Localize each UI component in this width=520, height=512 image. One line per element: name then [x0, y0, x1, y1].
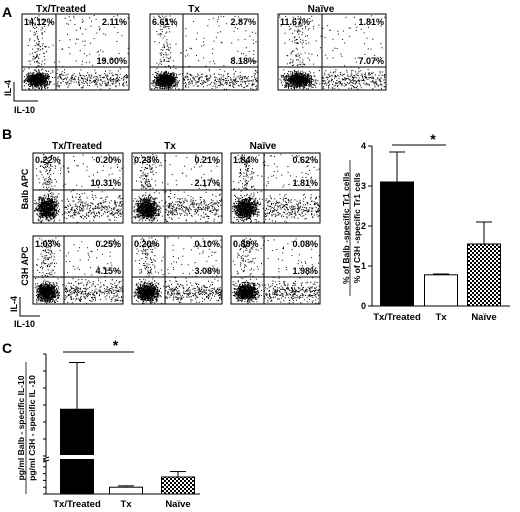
- plot-a1-lr: 19.00%: [96, 56, 127, 66]
- dot-cloud: [34, 237, 123, 304]
- dot-cloud: [133, 154, 222, 223]
- plot-b5-ur: 0.10%: [194, 239, 220, 249]
- chart-b-ytick-label: 2: [361, 221, 366, 231]
- chart-b-category-label: Tx/Treated: [373, 312, 421, 323]
- plot-b1-ul: 0.22%: [35, 155, 61, 165]
- panel-a-xlabel: IL-10: [14, 105, 35, 115]
- chart-b-ylabel-1: % of Balb -specific Tr1 cells: [341, 172, 351, 284]
- chart-c-ylabel-1: pg/ml Balb - specific IL-10: [16, 375, 26, 480]
- chart-b-ytick-label: 0: [361, 301, 366, 311]
- flow-plot-a3: 11.67% 1.81% 7.07%: [277, 13, 387, 91]
- plot-b3-ur: 0.62%: [292, 155, 318, 165]
- flow-plot-a2: 6.61% 2.87% 8.18%: [149, 13, 259, 91]
- plot-a2-title: Tx: [188, 4, 200, 15]
- bar-chart-c: pg/ml Balb - specific IL-10 pg/ml C3H - …: [16, 337, 200, 510]
- flow-plot-b6: 0.88% 0.08% 1.98%: [230, 235, 321, 305]
- bar-chart-b: % of Balb -specific Tr1 cells % of C3H -…: [341, 131, 510, 323]
- plot-b1-lr: 10.31%: [90, 178, 121, 188]
- flow-plot-b5: 0.20% 0.10% 3.08%: [131, 235, 223, 305]
- chart-c-bar-break-gap: [59, 455, 95, 459]
- plot-b-col3-title: Naïve: [250, 141, 277, 152]
- chart-b-ytick-label: 4: [361, 141, 366, 151]
- chart-b-significance-star: *: [430, 131, 436, 147]
- chart-b-bar: [467, 243, 501, 307]
- chart-b-ytick-label: 1: [361, 261, 366, 271]
- chart-b-ytick-label: 3: [361, 181, 366, 191]
- plot-b5-ul: 0.20%: [134, 239, 160, 249]
- dot-cloud: [232, 154, 320, 223]
- dot-cloud: [151, 15, 258, 90]
- panel-letter-a: A: [2, 4, 12, 20]
- plot-b6-ul: 0.88%: [233, 239, 259, 249]
- panel-b-xlabel: IL-10: [14, 319, 35, 329]
- chart-b-ylabel-2: % of C3H -specific Tr1 cells: [352, 172, 362, 283]
- plot-b2-lr: 2.17%: [194, 178, 220, 188]
- chart-c-significance-star: *: [113, 337, 119, 353]
- plot-a3-lr: 7.07%: [358, 56, 384, 66]
- row-label-c3h: C3H APC: [20, 246, 30, 286]
- chart-c-bar: [161, 476, 195, 495]
- row-label-balb: Balb APC: [20, 168, 30, 209]
- chart-b-bar: [424, 274, 458, 307]
- plot-a1-title: Tx/Treated: [36, 4, 86, 15]
- plot-a2-ul: 6.61%: [152, 17, 178, 27]
- chart-b-category-label: Tx: [435, 312, 447, 323]
- plot-b2-ur: 0.21%: [194, 155, 220, 165]
- chart-c-bar: [60, 408, 94, 495]
- plot-b3-lr: 1.81%: [292, 178, 318, 188]
- axis-indicator-b: [19, 297, 40, 317]
- plot-a2-lr: 8.18%: [230, 56, 256, 66]
- flow-plot-a1: 14.12% 2.11% 19.00%: [21, 13, 130, 91]
- chart-c-category-label: Tx/Treated: [53, 499, 101, 510]
- plot-b5-lr: 3.08%: [194, 266, 220, 276]
- plot-b6-lr: 1.98%: [292, 266, 318, 276]
- chart-c-category-label: Tx: [120, 499, 132, 510]
- dot-cloud: [23, 15, 129, 90]
- flow-plot-b3: 1.84% 0.62% 1.81%: [230, 152, 321, 224]
- chart-c-axis-break-mark: [42, 459, 50, 463]
- plot-b-col2-title: Tx: [164, 141, 176, 152]
- panel-letter-c: C: [2, 340, 12, 356]
- chart-b-category-label: Naïve: [471, 312, 496, 323]
- chart-c-ylabel-2: pg/ml C3H - specific IL -10: [27, 375, 37, 481]
- plot-b4-ul: 1.03%: [35, 239, 61, 249]
- dot-cloud: [232, 237, 320, 304]
- plot-b4-lr: 4.15%: [95, 266, 121, 276]
- panel-letter-b: B: [2, 126, 12, 142]
- plot-a3-ul: 11.67%: [280, 17, 310, 27]
- plot-a3-title: Naïve: [308, 4, 335, 15]
- panel-a-ylabel: IL-4: [3, 80, 13, 96]
- flow-plot-b1: 0.22% 0.20% 10.31%: [32, 152, 124, 224]
- plot-a3-ur: 1.81%: [358, 17, 384, 27]
- plot-b6-ur: 0.08%: [292, 239, 318, 249]
- chart-b-bar: [380, 181, 414, 307]
- panel-a: Tx/Treated Tx Naïve 14.12% 2.11% 19.00% …: [3, 4, 387, 115]
- plot-b2-ul: 0.23%: [134, 155, 160, 165]
- panel-b: Tx/Treated Tx Naïve Balb APC C3H APC 0.2…: [9, 141, 321, 329]
- flow-plot-b4: 1.03% 0.25% 4.15%: [32, 235, 124, 305]
- plot-b4-ur: 0.25%: [95, 239, 121, 249]
- chart-c-category-label: Naïve: [165, 499, 190, 510]
- chart-c-axis-break-mark: [42, 456, 50, 460]
- flow-plot-b2: 0.23% 0.21% 2.17%: [131, 152, 223, 224]
- plot-a1-ur: 2.11%: [102, 17, 127, 27]
- dot-cloud: [34, 154, 123, 223]
- axis-indicator-a: [13, 82, 38, 102]
- chart-c-bar: [109, 486, 143, 495]
- panel-b-ylabel: IL-4: [9, 296, 19, 312]
- plot-b1-ur: 0.20%: [95, 155, 121, 165]
- plot-a1-ul: 14.12%: [24, 17, 55, 27]
- plot-a2-ur: 2.87%: [230, 17, 256, 27]
- dot-cloud: [133, 237, 222, 304]
- plot-b3-ul: 1.84%: [233, 155, 259, 165]
- dot-cloud: [279, 15, 386, 90]
- plot-b-col1-title: Tx/Treated: [52, 141, 102, 152]
